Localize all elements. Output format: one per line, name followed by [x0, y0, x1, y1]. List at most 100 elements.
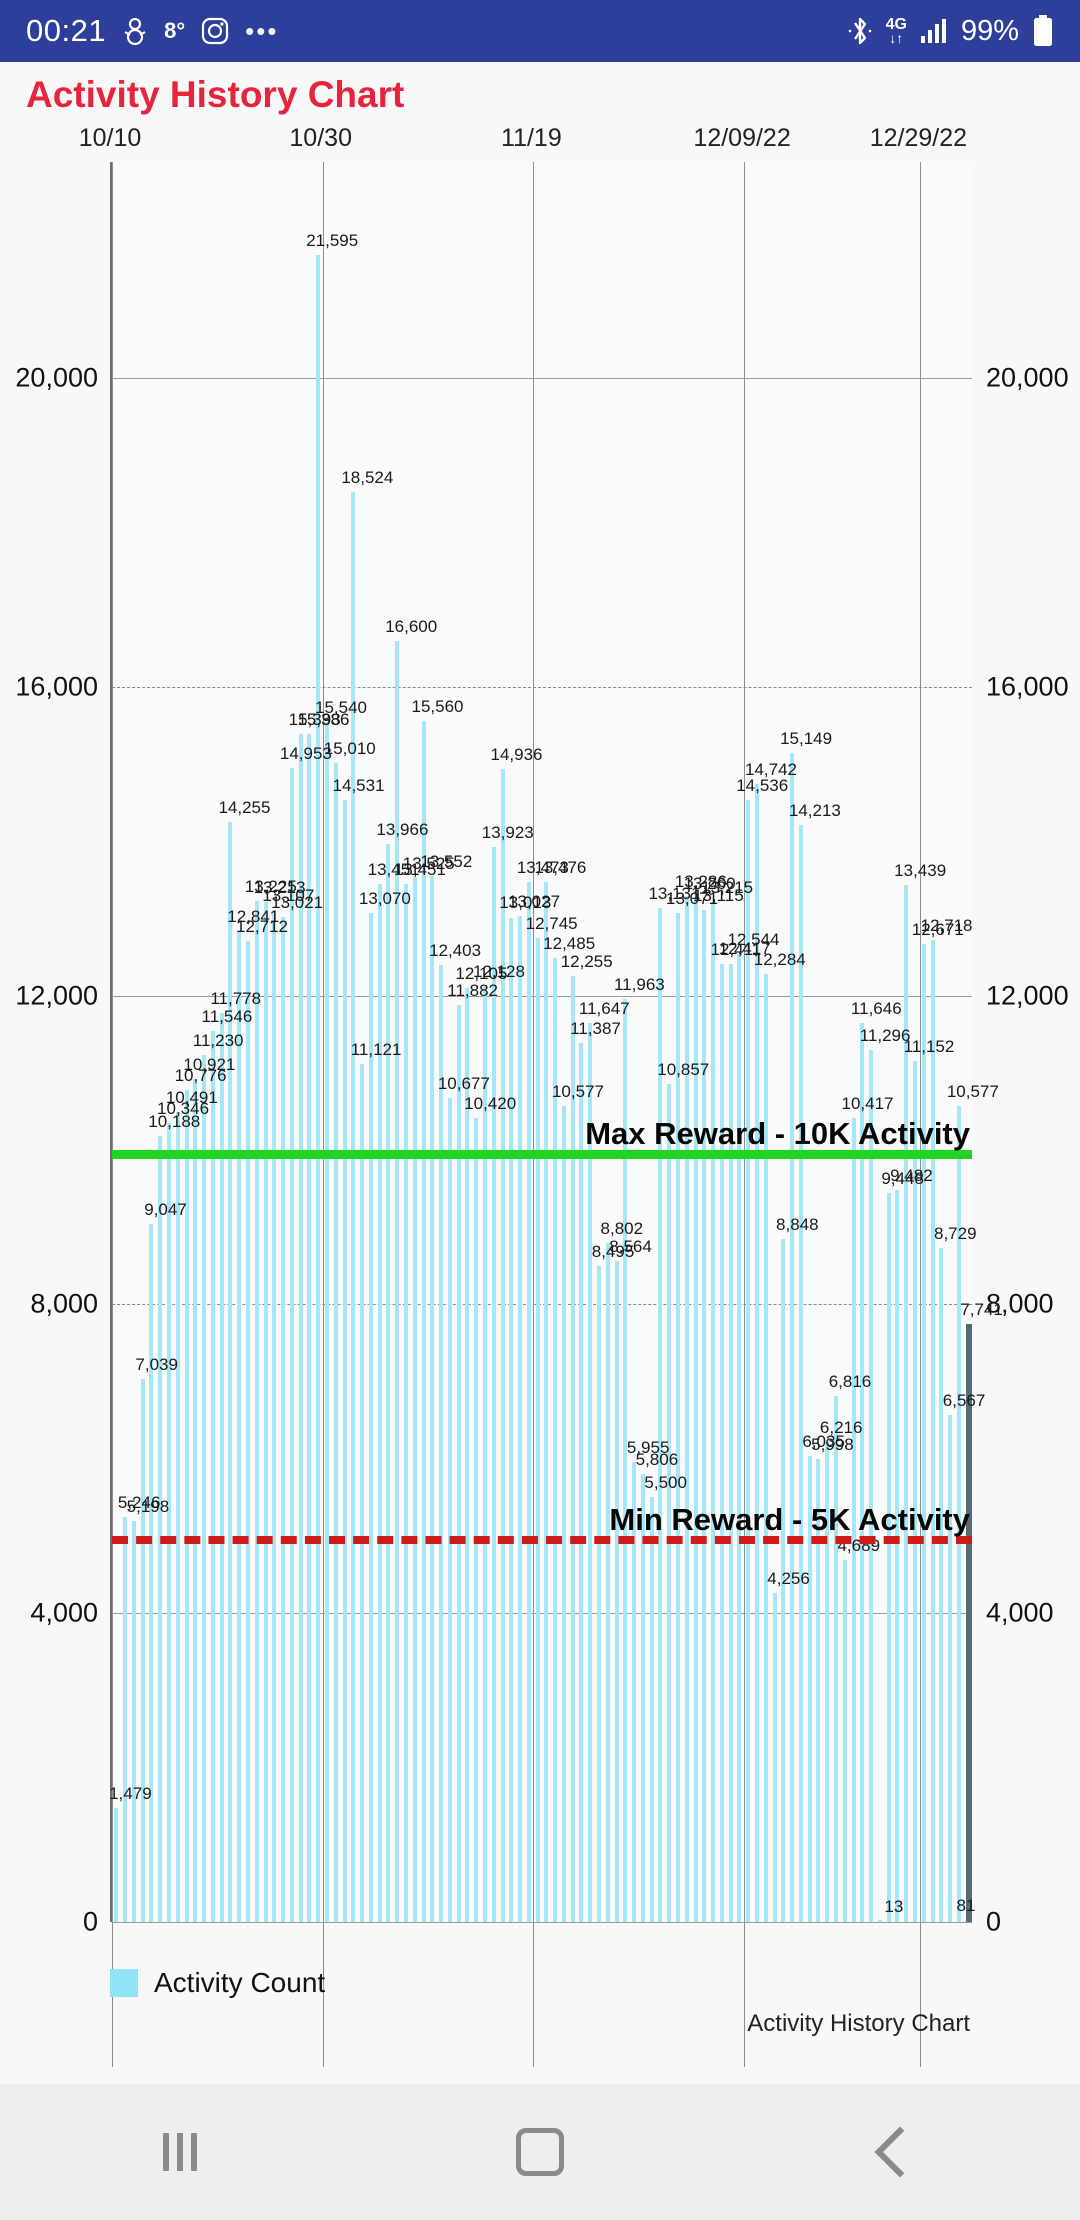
- bar[interactable]: [377, 883, 382, 1922]
- bar[interactable]: [430, 875, 435, 1922]
- bar[interactable]: [956, 1105, 961, 1922]
- bar[interactable]: [386, 843, 391, 1922]
- bar[interactable]: [439, 964, 444, 1922]
- bar[interactable]: [518, 916, 523, 1922]
- bar[interactable]: [921, 943, 926, 1922]
- bar[interactable]: [684, 896, 689, 1922]
- bar[interactable]: [175, 1112, 180, 1922]
- plot-area[interactable]: 0 0 4,000 4,000 8,000 8,000 12,000 12,000 16,000…: [15, 162, 1069, 2067]
- bar[interactable]: [526, 881, 531, 1922]
- bar[interactable]: [219, 1012, 224, 1922]
- bar[interactable]: [570, 976, 575, 1922]
- bar[interactable]: [395, 640, 400, 1922]
- bar[interactable]: [798, 824, 803, 1922]
- bar[interactable]: [772, 1593, 777, 1922]
- bar[interactable]: [588, 1022, 593, 1922]
- bar[interactable]: [614, 1260, 619, 1922]
- bar[interactable]: [254, 901, 259, 1922]
- bar[interactable]: [597, 1266, 602, 1922]
- bar[interactable]: [842, 1560, 847, 1922]
- bar[interactable]: [474, 1117, 479, 1922]
- bar[interactable]: [281, 916, 286, 1922]
- bar[interactable]: [649, 1497, 654, 1922]
- bar[interactable]: [500, 769, 505, 1922]
- bar[interactable]: [228, 821, 233, 1922]
- home-button[interactable]: [450, 2084, 630, 2220]
- bar[interactable]: [816, 1459, 821, 1922]
- bar[interactable]: [833, 1395, 838, 1922]
- bar[interactable]: [491, 847, 496, 1922]
- bar[interactable]: [781, 1239, 786, 1922]
- bar[interactable]: [447, 1097, 452, 1922]
- bar[interactable]: [912, 1061, 917, 1922]
- bar[interactable]: [421, 720, 426, 1922]
- bar[interactable]: [131, 1520, 136, 1922]
- bar[interactable]: [482, 985, 487, 1922]
- bar[interactable]: [123, 1517, 128, 1922]
- bar[interactable]: [676, 913, 681, 1922]
- bar[interactable]: [360, 1063, 365, 1922]
- bar[interactable]: [930, 940, 935, 1922]
- bar[interactable]: [755, 784, 759, 1922]
- bar[interactable]: [342, 800, 347, 1922]
- bar[interactable]: [298, 733, 303, 1922]
- bar[interactable]: [316, 255, 321, 1922]
- bar[interactable]: [579, 1043, 584, 1922]
- bar[interactable]: [544, 881, 549, 1922]
- bar[interactable]: [693, 898, 698, 1922]
- bar[interactable]: [869, 1050, 874, 1922]
- bar[interactable]: [790, 752, 795, 1922]
- bar[interactable]: [140, 1378, 145, 1922]
- bar[interactable]: [807, 1456, 812, 1922]
- bar[interactable]: [746, 799, 751, 1922]
- bar[interactable]: [202, 1055, 207, 1922]
- bar[interactable]: [465, 987, 470, 1922]
- bar[interactable]: [702, 909, 707, 1922]
- bar[interactable]: [825, 1442, 830, 1922]
- bar[interactable]: [737, 953, 742, 1922]
- bar[interactable]: [167, 1123, 172, 1922]
- bar[interactable]: [658, 908, 663, 1922]
- bar[interactable]: [763, 973, 768, 1922]
- bar[interactable]: [948, 1415, 953, 1922]
- bar[interactable]: [210, 1030, 215, 1922]
- bar[interactable]: [263, 902, 268, 1922]
- bar[interactable]: [193, 1078, 198, 1922]
- bar[interactable]: [289, 767, 294, 1922]
- bar[interactable]: [851, 1117, 856, 1922]
- bar[interactable]: [904, 884, 909, 1922]
- bar[interactable]: [939, 1248, 944, 1922]
- bar[interactable]: [535, 938, 540, 1922]
- bar[interactable]: [860, 1023, 865, 1922]
- bar[interactable]: [403, 883, 408, 1922]
- bar[interactable]: [237, 930, 242, 1922]
- bar[interactable]: [509, 917, 514, 1922]
- bar[interactable]: [719, 963, 724, 1922]
- bar[interactable]: [667, 1083, 672, 1922]
- bar[interactable]: [456, 1004, 461, 1922]
- bar[interactable]: [711, 901, 716, 1922]
- bar[interactable]: [561, 1105, 566, 1922]
- bar[interactable]: [886, 1192, 891, 1922]
- bar[interactable]: [158, 1135, 163, 1922]
- bar[interactable]: [605, 1242, 610, 1922]
- bar[interactable]: [333, 763, 338, 1922]
- bar[interactable]: [351, 492, 356, 1922]
- bar[interactable]: [114, 1807, 119, 1922]
- bar[interactable]: [632, 1462, 637, 1922]
- bar[interactable]: [728, 963, 733, 1922]
- recent-apps-button[interactable]: [90, 2084, 270, 2220]
- bar[interactable]: [412, 877, 417, 1922]
- bar[interactable]: [325, 722, 329, 1922]
- back-button[interactable]: [810, 2084, 990, 2220]
- bar[interactable]: [877, 1920, 882, 1922]
- bar[interactable]: [895, 1190, 900, 1922]
- bar[interactable]: [246, 940, 251, 1922]
- bar[interactable]: [184, 1090, 189, 1922]
- bar[interactable]: [553, 958, 558, 1922]
- bar[interactable]: [965, 1324, 972, 1922]
- bar[interactable]: [623, 998, 628, 1922]
- bar[interactable]: [368, 913, 373, 1922]
- bar[interactable]: [640, 1473, 645, 1922]
- bar[interactable]: [272, 910, 277, 1922]
